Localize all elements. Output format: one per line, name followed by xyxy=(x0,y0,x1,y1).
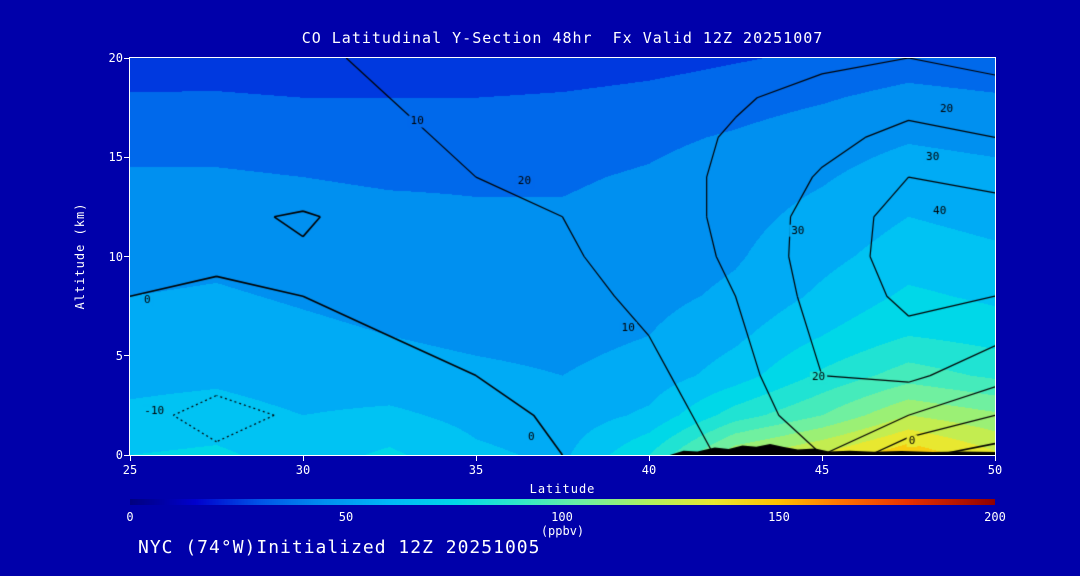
x-tick-mark xyxy=(302,456,304,461)
chart-title: CO Latitudinal Y-Section 48hr Fx Valid 1… xyxy=(301,29,824,47)
y-axis-title: Altitude (km) xyxy=(73,202,87,310)
y-tick-label: 0 xyxy=(115,448,123,462)
y-tick-mark xyxy=(124,256,129,257)
colorbar-tick-label: 150 xyxy=(768,510,790,524)
x-tick-label: 45 xyxy=(814,463,830,477)
x-tick-label: 50 xyxy=(987,463,1003,477)
x-tick-label: 25 xyxy=(122,463,138,477)
y-tick-label: 5 xyxy=(115,349,123,363)
plot-canvas xyxy=(129,57,996,456)
x-tick-mark xyxy=(648,456,650,461)
colorbar xyxy=(130,499,995,505)
y-tick-mark xyxy=(124,454,129,456)
x-tick-mark xyxy=(994,456,996,461)
x-tick-label: 30 xyxy=(295,463,311,477)
colorbar-units-label: (ppbv) xyxy=(540,524,585,538)
y-tick-mark xyxy=(124,156,129,158)
y-tick-mark xyxy=(124,355,129,357)
x-tick-label: 35 xyxy=(468,463,484,477)
footer-annotation: NYC (74°W)Initialized 12Z 20251005 xyxy=(138,537,541,558)
x-tick-mark xyxy=(821,456,823,461)
colorbar-tick-label: 200 xyxy=(984,510,1006,524)
y-tick-label: 15 xyxy=(108,150,123,164)
y-tick-label: 10 xyxy=(108,250,123,264)
x-tick-mark xyxy=(129,456,131,461)
x-tick-label: 40 xyxy=(641,463,657,477)
y-tick-mark xyxy=(124,57,129,59)
colorbar-tick-label: 0 xyxy=(126,510,134,524)
y-tick-label: 20 xyxy=(108,51,123,65)
x-tick-mark xyxy=(475,456,477,461)
x-axis-title: Latitude xyxy=(529,482,596,496)
colorbar-tick-label: 100 xyxy=(551,510,573,524)
colorbar-tick-label: 50 xyxy=(338,510,354,524)
